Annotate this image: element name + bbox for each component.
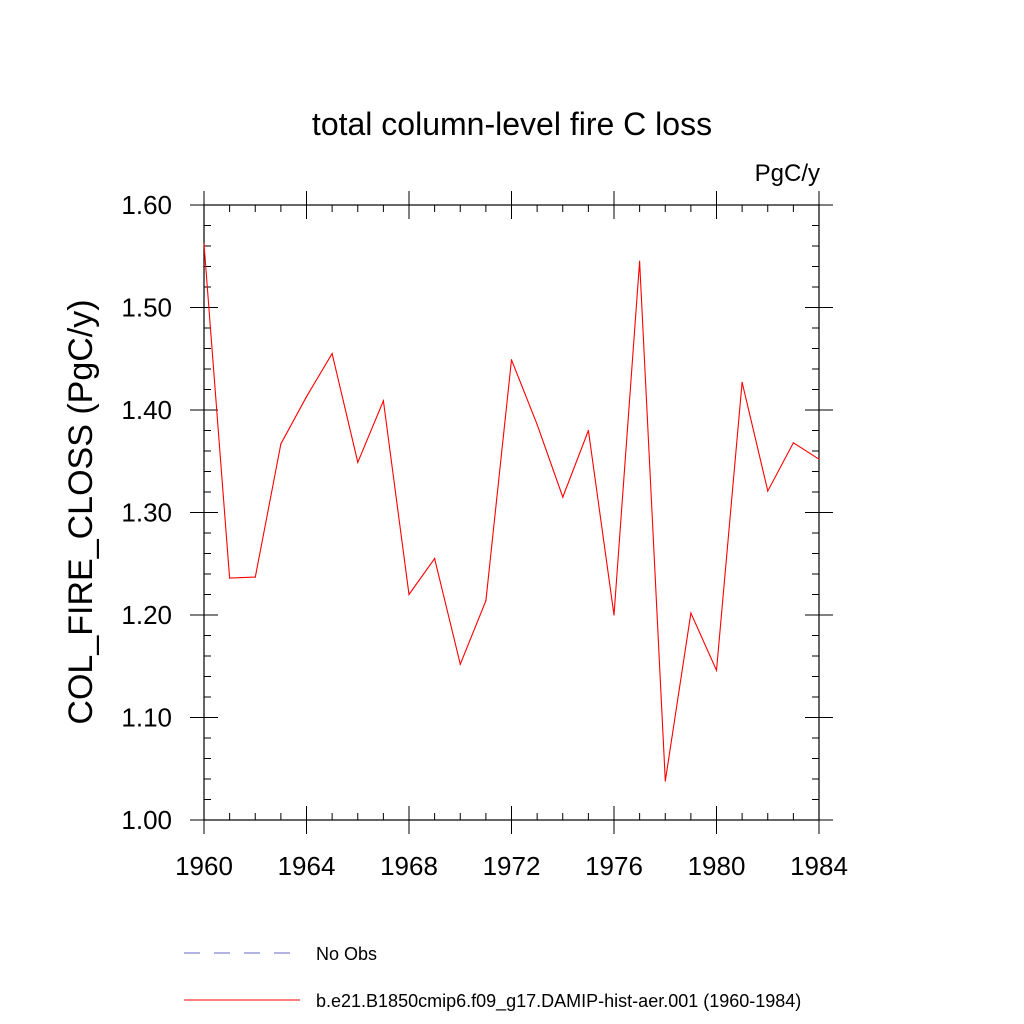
data-point — [562, 496, 564, 498]
legend: No Obs b.e21.B1850cmip6.f09_g17.DAMIP-hi… — [184, 944, 801, 1012]
x-tick-label: 1976 — [585, 851, 643, 881]
y-tick-label: 1.40 — [121, 395, 172, 425]
data-point — [229, 577, 231, 579]
legend-label-model: b.e21.B1850cmip6.f09_g17.DAMIP-hist-aer.… — [316, 991, 801, 1012]
y-tick-label: 1.10 — [121, 703, 172, 733]
plot-frame — [203, 204, 820, 821]
axis-ticks — [190, 191, 833, 834]
data-point — [690, 612, 692, 614]
data-point — [254, 576, 256, 578]
x-tick-label: 1980 — [688, 851, 746, 881]
y-tick-label: 1.30 — [121, 498, 172, 528]
tick-labels: 1.00 1.10 1.20 1.30 1.40 1.50 1.60 1960 1964 1968… — [121, 190, 848, 881]
data-point — [664, 780, 666, 782]
units-label: PgC/y — [755, 160, 820, 187]
y-tick-label: 1.00 — [121, 805, 172, 835]
data-point — [818, 458, 820, 460]
series-line-1 — [203, 243, 820, 782]
y-tick-label: 1.50 — [121, 293, 172, 323]
data-point — [587, 429, 589, 432]
x-tick-label: 1968 — [380, 851, 438, 881]
x-tick-label: 1984 — [790, 851, 848, 881]
data-point — [434, 558, 436, 560]
x-tick-label: 1964 — [278, 851, 336, 881]
data-point — [382, 400, 384, 402]
data-point — [357, 461, 359, 463]
y-tick-label: 1.20 — [121, 600, 172, 630]
y-axis-label: COL_FIRE_CLOSS (PgC/y) — [62, 299, 100, 724]
data-point — [203, 243, 205, 245]
data-point — [459, 663, 461, 665]
data-point — [741, 381, 743, 383]
x-tick-label: 1960 — [175, 851, 233, 881]
data-point — [280, 443, 282, 445]
data-point — [536, 423, 538, 425]
data-point — [331, 353, 333, 355]
data-point — [767, 490, 769, 492]
chart-title: total column-level fire C loss — [312, 106, 712, 142]
data-point — [792, 442, 794, 444]
data-point — [485, 600, 487, 602]
series-layer — [203, 243, 820, 782]
data-point — [613, 614, 615, 616]
data-point — [715, 669, 718, 671]
x-tick-label: 1972 — [483, 851, 541, 881]
legend-label-no-obs: No Obs — [316, 944, 377, 964]
data-point — [408, 593, 410, 596]
data-point — [639, 260, 641, 262]
data-point — [305, 396, 308, 398]
y-tick-label: 1.60 — [121, 190, 172, 220]
data-point — [510, 359, 513, 361]
